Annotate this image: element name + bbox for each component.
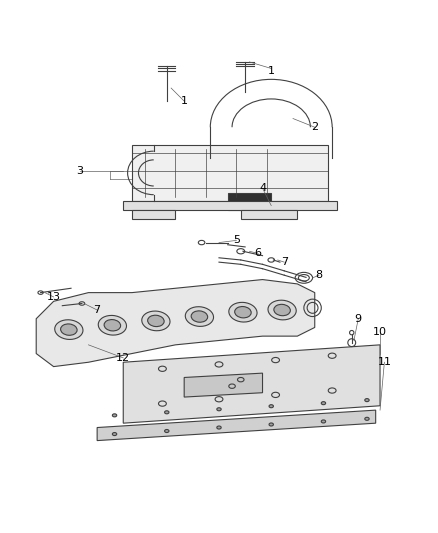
Ellipse shape	[217, 426, 221, 429]
Polygon shape	[123, 201, 336, 210]
Ellipse shape	[113, 433, 117, 435]
Polygon shape	[97, 410, 376, 441]
Text: 4: 4	[259, 183, 266, 193]
Text: 8: 8	[315, 270, 323, 280]
Ellipse shape	[191, 311, 208, 322]
Text: 12: 12	[116, 353, 131, 363]
Text: 6: 6	[254, 248, 261, 259]
Ellipse shape	[229, 302, 257, 322]
Ellipse shape	[365, 399, 369, 402]
Ellipse shape	[165, 430, 169, 433]
Bar	[228, 192, 271, 210]
Text: 10: 10	[373, 327, 387, 337]
Ellipse shape	[98, 316, 127, 335]
Text: 11: 11	[378, 357, 392, 367]
Ellipse shape	[148, 315, 164, 327]
Text: 1: 1	[181, 96, 187, 106]
Ellipse shape	[268, 300, 296, 320]
Ellipse shape	[269, 405, 273, 408]
Ellipse shape	[165, 411, 169, 414]
Polygon shape	[123, 345, 380, 423]
Ellipse shape	[104, 320, 120, 331]
Text: 3: 3	[76, 166, 83, 176]
Text: 5: 5	[233, 236, 240, 245]
Polygon shape	[36, 279, 315, 367]
Polygon shape	[184, 373, 262, 397]
Ellipse shape	[269, 423, 273, 426]
Text: 7: 7	[94, 305, 101, 315]
Ellipse shape	[274, 304, 290, 316]
Ellipse shape	[321, 402, 325, 405]
Polygon shape	[132, 210, 176, 219]
Ellipse shape	[235, 306, 251, 318]
Text: 7: 7	[281, 257, 288, 267]
Ellipse shape	[365, 417, 369, 421]
Text: 1: 1	[268, 66, 275, 76]
Ellipse shape	[142, 311, 170, 331]
Ellipse shape	[113, 414, 117, 417]
Polygon shape	[241, 210, 297, 219]
Text: 2: 2	[311, 122, 318, 132]
Polygon shape	[132, 144, 328, 201]
Ellipse shape	[60, 324, 77, 335]
Ellipse shape	[55, 320, 83, 340]
Ellipse shape	[185, 306, 214, 326]
Text: 13: 13	[46, 292, 60, 302]
Ellipse shape	[321, 420, 325, 423]
Text: 9: 9	[355, 314, 362, 324]
Ellipse shape	[217, 408, 221, 411]
